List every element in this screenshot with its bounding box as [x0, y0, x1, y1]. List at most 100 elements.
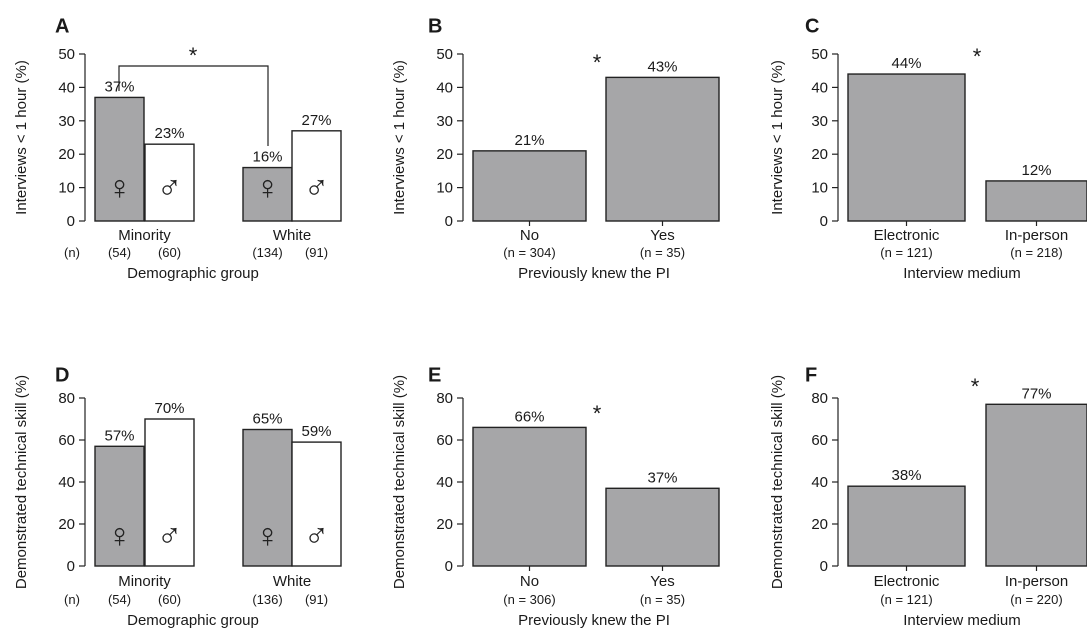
bar-value-label: 27%	[301, 112, 331, 129]
bar	[94, 96, 145, 222]
sample-size-label: (n = 220)	[1010, 592, 1062, 607]
bar-value-label: 21%	[514, 132, 544, 149]
bar	[605, 487, 720, 567]
male-symbol-icon: ♂	[304, 169, 330, 207]
y-tick-label: 30	[58, 113, 75, 130]
panel-letter: A	[55, 15, 69, 37]
sample-size-label: (n = 121)	[880, 245, 932, 260]
group-label: White	[273, 227, 311, 244]
significance-star: *	[593, 401, 602, 426]
n-prefix-label: (n)	[64, 592, 80, 607]
bar	[94, 445, 145, 567]
sample-size-label: (60)	[158, 245, 181, 260]
y-axis-title: Interviews < 1 hour (%)	[13, 60, 30, 215]
y-tick-label: 60	[58, 432, 75, 449]
y-tick-label: 30	[811, 113, 828, 130]
y-tick-label: 40	[436, 474, 453, 491]
category-label: Electronic	[874, 227, 940, 244]
sample-size-label: (n = 306)	[503, 592, 555, 607]
y-axis-title: Interviews < 1 hour (%)	[391, 60, 408, 215]
female-symbol-icon: ♀	[255, 169, 281, 207]
y-tick-label: 50	[811, 46, 828, 63]
sample-size-label: (91)	[305, 245, 328, 260]
y-axis-title: Interviews < 1 hour (%)	[769, 60, 786, 215]
sample-size-label: (n = 304)	[503, 245, 555, 260]
bar-value-label: 70%	[154, 400, 184, 417]
y-tick-label: 10	[436, 180, 453, 197]
bar-value-label: 65%	[252, 411, 282, 428]
bar	[472, 426, 587, 567]
y-axis-title: Demonstrated technical skill (%)	[13, 375, 30, 589]
panel-c: C Interviews < 1 hour (%) 0 10 20 30 40 50 44% El…	[769, 15, 1087, 282]
sample-size-label: (91)	[305, 592, 328, 607]
group-label: Minority	[118, 573, 171, 590]
category-label: No	[520, 227, 539, 244]
y-tick-label: 40	[811, 79, 828, 96]
female-symbol-icon: ♀	[255, 517, 281, 555]
panel-d: D Demonstrated technical skill (%) 0 20 40 60…	[13, 364, 342, 629]
y-tick-label: 50	[58, 46, 75, 63]
panel-letter: D	[55, 364, 69, 386]
x-axis-title: Demographic group	[127, 612, 259, 629]
y-axis-title: Demonstrated technical skill (%)	[391, 375, 408, 589]
bar	[847, 73, 966, 222]
y-tick-label: 20	[58, 146, 75, 163]
bar-value-label: 12%	[1021, 162, 1051, 179]
y-tick-label: 0	[445, 558, 453, 575]
bar	[472, 150, 587, 222]
panel-letter: F	[805, 364, 817, 386]
sample-size-label: (60)	[158, 592, 181, 607]
bar	[291, 130, 342, 222]
y-tick-label: 20	[436, 146, 453, 163]
bar	[242, 428, 293, 567]
category-label: In-person	[1005, 227, 1068, 244]
sample-size-label: (136)	[252, 592, 282, 607]
group-label: White	[273, 573, 311, 590]
y-tick-label: 0	[820, 558, 828, 575]
y-tick-label: 40	[436, 79, 453, 96]
sample-size-label: (n = 218)	[1010, 245, 1062, 260]
bar-value-label: 23%	[154, 125, 184, 142]
x-axis-title: Previously knew the PI	[518, 612, 670, 629]
n-prefix-label: (n)	[64, 245, 80, 260]
y-tick-label: 20	[58, 516, 75, 533]
x-axis-title: Interview medium	[903, 612, 1021, 629]
male-symbol-icon: ♂	[157, 517, 183, 555]
bar	[605, 76, 720, 222]
bar	[291, 441, 342, 567]
y-tick-label: 80	[811, 390, 828, 407]
panel-b: B Interviews < 1 hour (%) 0 10 20 30 40 50 21% No…	[391, 15, 720, 282]
category-label: In-person	[1005, 573, 1068, 590]
bar-value-label: 57%	[104, 427, 134, 444]
female-symbol-icon: ♀	[107, 169, 133, 207]
bar-value-label: 66%	[514, 408, 544, 425]
sample-size-label: (134)	[252, 245, 282, 260]
significance-star: *	[973, 44, 982, 69]
bar	[144, 143, 195, 222]
bar-value-label: 37%	[647, 469, 677, 486]
panel-letter: B	[428, 15, 442, 37]
y-tick-label: 50	[436, 46, 453, 63]
significance-star: *	[593, 50, 602, 75]
panel-letter: C	[805, 15, 819, 37]
group-label: Minority	[118, 227, 171, 244]
sample-size-label: (54)	[108, 592, 131, 607]
female-symbol-icon: ♀	[107, 517, 133, 555]
y-tick-label: 80	[58, 390, 75, 407]
y-tick-label: 0	[820, 213, 828, 230]
x-axis-title: Previously knew the PI	[518, 265, 670, 282]
category-label: Yes	[650, 573, 674, 590]
y-tick-label: 40	[58, 474, 75, 491]
category-label: Yes	[650, 227, 674, 244]
x-axis-title: Interview medium	[903, 265, 1021, 282]
male-symbol-icon: ♂	[304, 517, 330, 555]
category-label: Electronic	[874, 573, 940, 590]
y-tick-label: 10	[811, 180, 828, 197]
panel-e: E Demonstrated technical skill (%) 0 20 40 60…	[391, 364, 720, 629]
bar-value-label: 77%	[1021, 385, 1051, 402]
bar-value-label: 43%	[647, 58, 677, 75]
bar	[985, 403, 1087, 567]
y-tick-label: 30	[436, 113, 453, 130]
panel-f: F Demonstrated technical skill (%) 0 20 40 60…	[769, 364, 1087, 629]
y-tick-label: 60	[436, 432, 453, 449]
